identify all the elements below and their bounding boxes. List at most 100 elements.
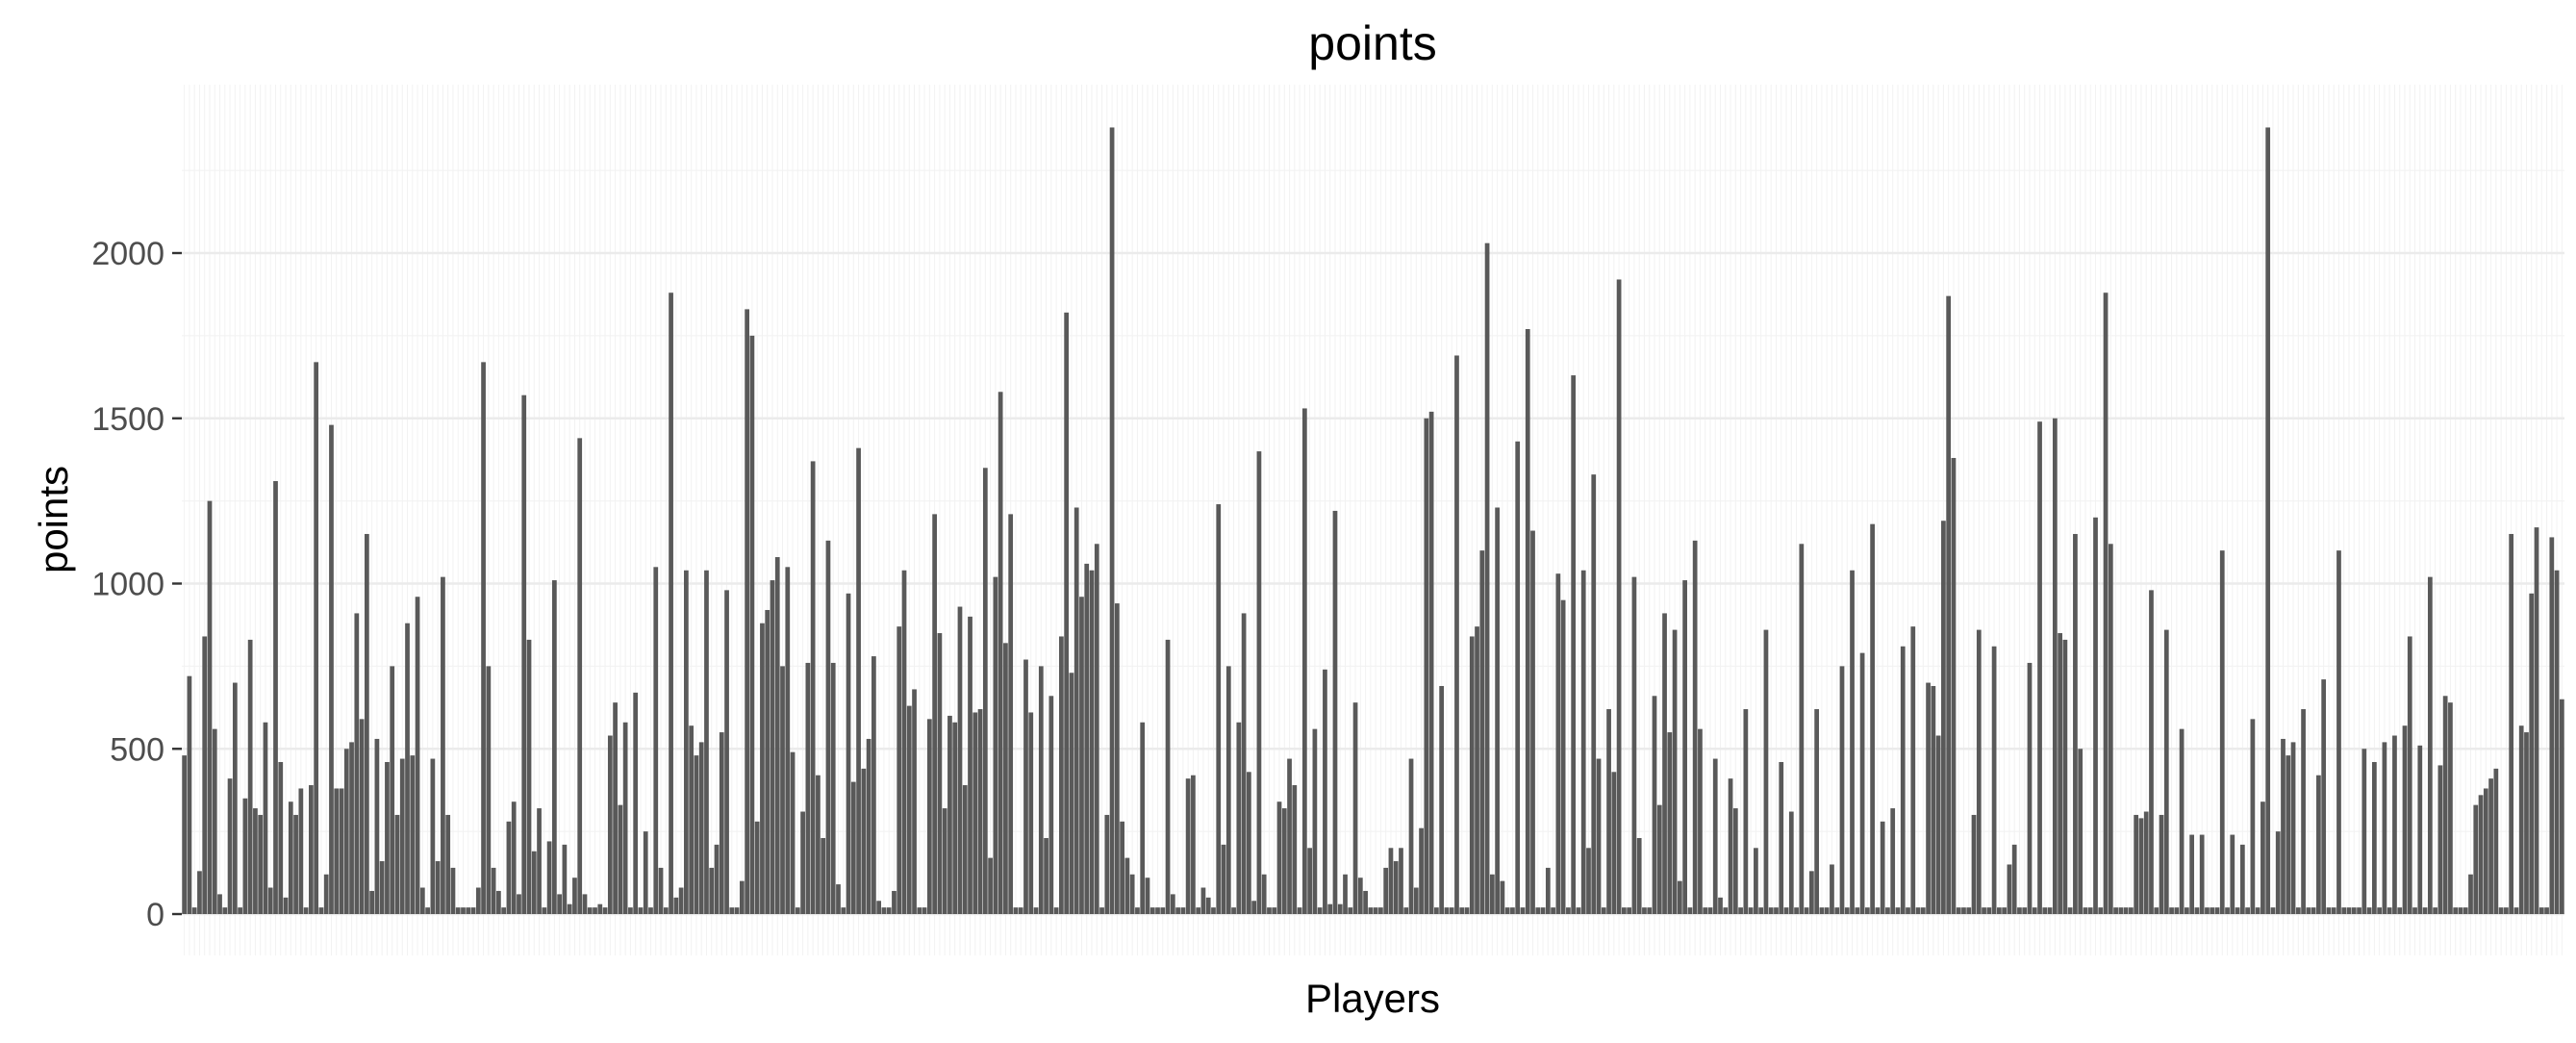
- bar: [1297, 907, 1302, 914]
- bar: [1799, 544, 1805, 914]
- bar: [399, 758, 405, 914]
- bar: [638, 907, 644, 914]
- bar: [2058, 633, 2062, 914]
- bar: [633, 692, 639, 914]
- bar: [866, 738, 871, 914]
- bar: [968, 616, 972, 914]
- bar: [800, 811, 805, 914]
- bar: [2559, 699, 2564, 914]
- bar: [1768, 907, 1774, 914]
- bar: [1205, 897, 1211, 914]
- bar: [405, 623, 410, 914]
- bar: [369, 890, 375, 914]
- bar: [1754, 848, 1758, 914]
- bar: [2504, 907, 2509, 914]
- bar: [293, 814, 298, 914]
- bar: [1890, 808, 1896, 914]
- bar: [962, 785, 968, 914]
- bar: [1555, 573, 1561, 914]
- bar: [1439, 685, 1445, 914]
- bar: [1267, 907, 1272, 914]
- bar: [2007, 864, 2012, 914]
- bar: [1038, 666, 1044, 914]
- bar: [1018, 907, 1023, 914]
- bar: [197, 871, 202, 914]
- bar: [2336, 550, 2341, 914]
- bar: [557, 894, 563, 914]
- bar: [1920, 907, 1926, 914]
- bar: [385, 761, 390, 914]
- bar: [1779, 761, 1784, 914]
- bar: [2346, 907, 2352, 914]
- bar: [2062, 639, 2068, 914]
- bar: [1489, 874, 1495, 914]
- bar: [2073, 533, 2078, 914]
- bar: [2529, 593, 2535, 914]
- bar: [2538, 907, 2544, 914]
- bar: [628, 907, 633, 914]
- bar: [1373, 907, 1378, 914]
- bar: [1003, 643, 1008, 914]
- bar: [2143, 811, 2149, 914]
- bar: [2361, 749, 2367, 914]
- bar: [684, 570, 689, 914]
- bar: [2473, 804, 2479, 914]
- bar: [2052, 418, 2058, 914]
- bar: [2377, 907, 2383, 914]
- bar: [977, 709, 983, 914]
- bar: [2002, 907, 2008, 914]
- bar: [2281, 738, 2286, 914]
- bar: [698, 742, 704, 914]
- bar: [714, 844, 720, 914]
- bar: [982, 468, 988, 914]
- bar: [278, 761, 284, 914]
- bar: [1885, 907, 1890, 914]
- bar: [1788, 811, 1794, 914]
- bar: [1712, 758, 1718, 914]
- bar: [1591, 474, 1597, 914]
- bar: [952, 722, 958, 914]
- bar: [441, 576, 445, 914]
- bar: [242, 798, 248, 914]
- bar: [957, 606, 963, 914]
- bar: [1996, 907, 2002, 914]
- bar: [2387, 907, 2392, 914]
- bar: [2123, 907, 2129, 914]
- bar: [734, 907, 740, 914]
- bar: [1935, 735, 1941, 914]
- bar: [2417, 745, 2423, 914]
- bar: [816, 775, 821, 914]
- bar: [2462, 907, 2468, 914]
- bar: [247, 639, 253, 914]
- bar: [1408, 758, 1414, 914]
- bar: [1723, 907, 1729, 914]
- bar: [673, 897, 679, 914]
- bar: [1540, 907, 1546, 914]
- bar: [334, 788, 340, 914]
- bar: [1449, 907, 1454, 914]
- bar: [1464, 907, 1470, 914]
- bar: [2184, 907, 2189, 914]
- bar: [1687, 907, 1693, 914]
- bar: [2366, 907, 2372, 914]
- bar: [729, 907, 735, 914]
- chart-title: points: [1308, 16, 1436, 70]
- bar: [1135, 907, 1140, 914]
- bar: [648, 907, 653, 914]
- y-tick-label: 2000: [91, 236, 164, 272]
- bar: [2306, 907, 2311, 914]
- bar: [724, 590, 729, 914]
- bar: [2483, 788, 2488, 914]
- bar: [1703, 907, 1708, 914]
- bar: [1748, 907, 1754, 914]
- bar: [1895, 907, 1901, 914]
- bar: [897, 626, 902, 914]
- bar: [2265, 127, 2271, 915]
- bar: [1221, 844, 1226, 914]
- bar: [309, 785, 314, 914]
- bar: [1378, 907, 1383, 914]
- bar: [2138, 818, 2144, 914]
- bar: [182, 755, 188, 914]
- bar: [567, 903, 572, 914]
- bar: [1535, 907, 1541, 914]
